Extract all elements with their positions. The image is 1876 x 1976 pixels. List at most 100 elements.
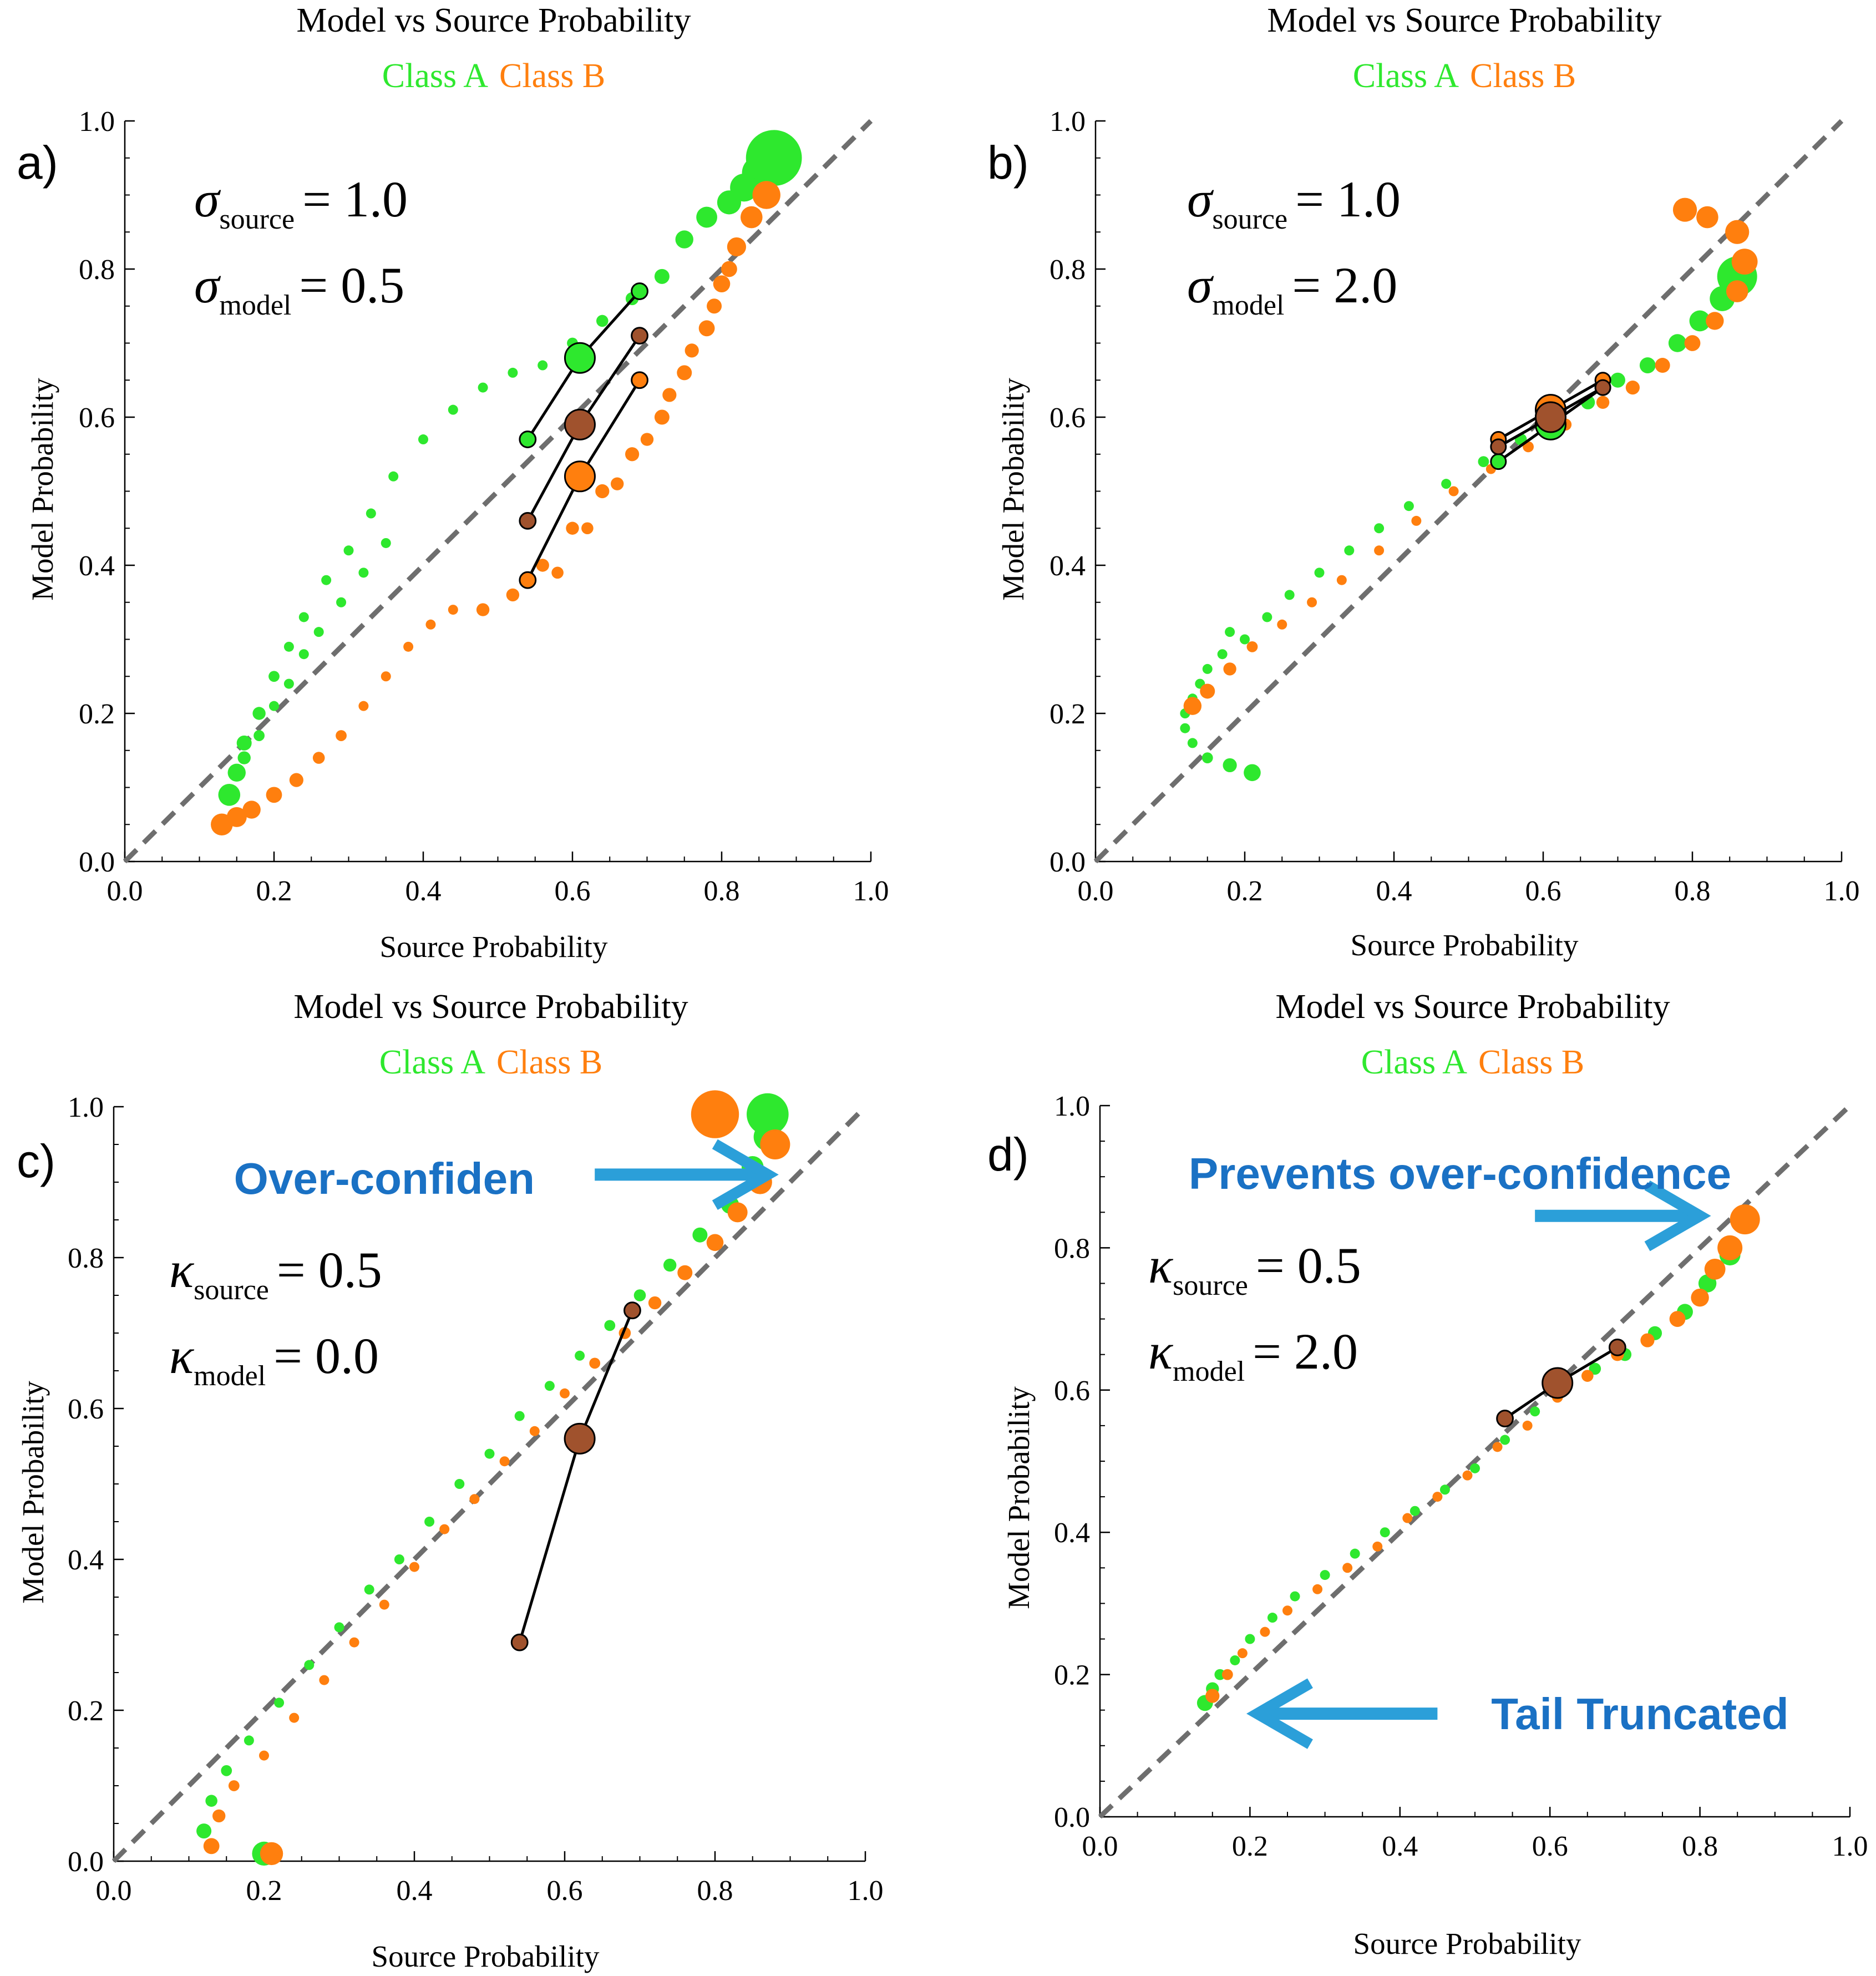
panel-c-class-b-point [589, 1357, 601, 1369]
panel-c-x-tick-label: 0.8 [697, 1875, 733, 1907]
panel-d-class-a-point [1320, 1570, 1330, 1580]
panel-d-y-tick-label: 0.0 [1054, 1802, 1090, 1833]
panel-c-class-b-point [203, 1838, 220, 1855]
panel-a-param-1: σsource = 1.0 [194, 171, 408, 235]
panel-b-class-a-point [1374, 523, 1385, 534]
panel-b-class-b-point [1246, 641, 1258, 652]
panel-a-link-point [519, 512, 537, 530]
panel-b-class-a-point [1201, 752, 1213, 763]
panel-c-title: Model vs Source Probability [293, 988, 688, 1026]
panel-c-class-a-point [544, 1381, 555, 1391]
panel-a-class-b-point [551, 566, 564, 579]
panel-a-class-a-point [252, 707, 266, 720]
panel-b-class-a-point [1610, 372, 1625, 388]
panel-d-param-2-sub: model [1173, 1356, 1245, 1387]
panel-b-class-a-point [1240, 634, 1250, 645]
panel-c-class-a-point [604, 1320, 616, 1331]
panel-c-class-a-point [244, 1735, 254, 1746]
panel-c-class-a-point [454, 1479, 465, 1489]
panel-b-class-a-point [1202, 663, 1213, 674]
panel-d-class-b-point [1342, 1563, 1353, 1573]
panel-b-param-1-sub: source [1212, 204, 1287, 235]
panel-c-class-a-point [663, 1258, 677, 1272]
panel-c-class-b-point [560, 1388, 570, 1399]
panel-c-link-line [518, 1310, 634, 1643]
panel-d-x-tick-label: 0.6 [1532, 1831, 1568, 1862]
panel-b-param-1-value: = 1.0 [1295, 171, 1401, 227]
panel-c-class-b-point [469, 1494, 480, 1504]
panel-c-legend-class-a: Class A [379, 1043, 485, 1081]
panel-d-x-tick-label: 0.0 [1082, 1831, 1118, 1862]
panel-c-class-a-point [205, 1795, 217, 1807]
panel-a-x-tick-label: 0.6 [555, 875, 591, 907]
panel-a-link-point [564, 342, 596, 374]
panel-b-x-tick-label: 1.0 [1824, 875, 1860, 907]
panel-b-class-b-point [1277, 619, 1287, 630]
panel-c-x-tick-label: 0.2 [246, 1875, 282, 1907]
panel-d-param-2: κmodel = 2.0 [1148, 1323, 1358, 1387]
panel-b-title: Model vs Source Probability [1267, 2, 1661, 39]
panel-a-class-b-point [336, 730, 347, 741]
panel-d-class-a-point [1589, 1362, 1601, 1375]
panel-c-class-b-point [529, 1426, 540, 1436]
panel-d-param-1-symbol: κ [1148, 1237, 1174, 1294]
panel-a-class-a-point [227, 763, 246, 782]
panel-a-link-point [631, 327, 648, 345]
panel-b-y-tick-label: 0.6 [1049, 402, 1086, 434]
panel-c-class-b-point [677, 1265, 693, 1280]
panel-b-class-a-point [1668, 334, 1687, 352]
panel-c-link-point [623, 1301, 641, 1320]
panel-d-y-tick-label: 0.4 [1054, 1517, 1090, 1549]
panel-d-class-b-point [1462, 1470, 1473, 1481]
panel-d-class-b-point [1522, 1420, 1533, 1431]
panel-b-class-b-point [1596, 396, 1610, 409]
panel-d-link-point [1496, 1410, 1514, 1427]
panel-c-class-b-point [260, 1842, 283, 1866]
panel-a-class-b-point [425, 619, 436, 630]
panel-a-class-a-point [508, 367, 518, 378]
panel-b-class-a-point [1262, 612, 1272, 622]
panel-b-label: b) [987, 136, 1029, 189]
panel-c-class-a-point [484, 1448, 495, 1459]
panel-a-param-1-symbol: σ [194, 171, 221, 227]
panel-c-xlabel: Source Probability [372, 1939, 600, 1973]
panel-c-class-a-point [394, 1554, 404, 1564]
panel-b-y-tick-label: 0.4 [1049, 550, 1086, 582]
panel-d-class-b-point [1669, 1311, 1686, 1328]
panel-a-param-2-sub: model [219, 290, 291, 321]
panel-b-y-tick-label: 0.8 [1049, 254, 1086, 286]
panel-d-class-b-point [1221, 1669, 1233, 1680]
panel-a-class-a-point [336, 597, 347, 607]
panel-a-y-tick-label: 0.2 [79, 698, 115, 730]
panel-c-y-tick-label: 0.2 [68, 1695, 104, 1727]
panel-b-param-1: σsource = 1.0 [1187, 171, 1401, 235]
panel-d-y-tick-label: 0.2 [1054, 1660, 1090, 1691]
panel-b-param-2-symbol: σ [1187, 257, 1214, 313]
panel-c-param-1-symbol: κ [169, 1242, 195, 1298]
panel-a-class-b-point [707, 298, 722, 314]
panel-b: Model vs Source Probability Class A Class… [987, 2, 1860, 962]
panel-a-class-a-point [675, 230, 693, 249]
panel-d-link-point [1608, 1338, 1626, 1356]
panel-c-y-tick-label: 0.6 [68, 1394, 104, 1425]
panel-c-class-b-point [259, 1750, 269, 1761]
panel-b-param-1-symbol: σ [1187, 171, 1214, 227]
panel-d-arrow-head [1246, 1678, 1313, 1749]
panel-a-class-b-point [358, 701, 369, 711]
panel-b-class-b-point [1672, 197, 1697, 222]
panel-a-class-a-point [478, 382, 488, 393]
panel-a-link-point [519, 430, 537, 448]
panel-d-y-tick-label: 1.0 [1054, 1091, 1090, 1122]
panel-a-class-a-point [237, 751, 251, 764]
panel-b-class-b-point [1655, 358, 1670, 373]
panel-a: Model vs Source Probability Class A Class… [17, 2, 889, 964]
panel-c-class-a-point [692, 1227, 708, 1243]
panel-c-class-b-point [499, 1456, 510, 1467]
panel-a-class-a-point [218, 784, 241, 806]
panel-b-class-b-point [1374, 545, 1385, 556]
panel-c-param-2-symbol: κ [169, 1328, 195, 1384]
panel-b-class-b-point [1726, 280, 1748, 302]
panel-c-y-tick-label: 0.0 [68, 1846, 104, 1878]
panel-a-class-b-point [506, 588, 520, 602]
